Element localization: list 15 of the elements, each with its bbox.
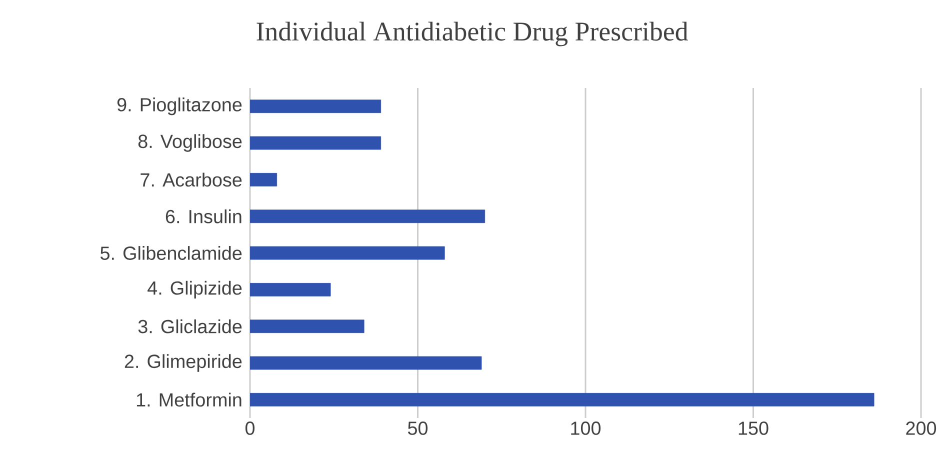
x-tick-label: 200: [906, 422, 936, 435]
y-tick-label: 7. Acarbose: [140, 172, 242, 187]
y-tick-label: 2. Glimepiride: [124, 354, 242, 372]
x-tick-label: 0: [245, 422, 255, 435]
chart-title: Individual Antidiabetic Drug Prescribed: [256, 22, 688, 46]
x-tick-label: 50: [408, 422, 428, 435]
y-tick-label: 9. Pioglitazone: [117, 98, 242, 116]
x-tick-label: 150: [738, 422, 768, 435]
y-tick-label: 4. Glipizide: [148, 280, 242, 298]
x-tick-label: 100: [571, 422, 601, 435]
y-tick-label: 6. Insulin: [166, 209, 242, 224]
y-tick-label: 1. Metformin: [136, 392, 242, 407]
y-tick-label: 3. Gliclazide: [138, 319, 242, 334]
y-tick-label: 5. Glibenclamide: [100, 246, 242, 260]
y-tick-label: 8. Voglibose: [138, 134, 242, 152]
